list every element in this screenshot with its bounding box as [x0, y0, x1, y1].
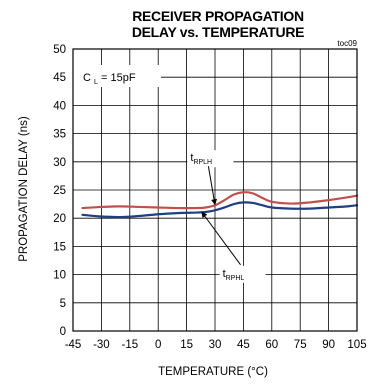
x-tick-label: 60 [265, 339, 278, 351]
condition-label-rest: = 15pF [101, 72, 136, 84]
y-tick-label: 20 [53, 213, 66, 225]
x-tick-label: 45 [237, 339, 250, 351]
tick-labels: -45 -30 -15 0 15 30 45 60 75 90 105 0 5 10 15 20 25 30 35 4… [53, 44, 366, 351]
series-label-bg [219, 265, 266, 283]
chart-subtitle: DELAY vs. TEMPERATURE [132, 24, 304, 40]
y-tick-label: 5 [60, 298, 66, 310]
series-line-trphl [81, 201, 359, 219]
y-axis-title: PROPAGATION DELAY (ns) [18, 116, 30, 262]
x-tick-label: 30 [209, 339, 222, 351]
plot-frame [72, 48, 358, 332]
x-axis-title: TEMPERATURE (°C) [158, 366, 268, 378]
y-tick-label: 35 [53, 129, 66, 141]
x-tick-label: 15 [180, 339, 193, 351]
series-label-sub: RPHL [226, 275, 245, 282]
series-label-trplh: tRPLH [190, 152, 212, 166]
chart-title: RECEIVER PROPAGATION [132, 8, 304, 24]
condition-label-sub: L [94, 79, 98, 86]
series-label-main: t [223, 268, 226, 280]
series-label-bg [187, 150, 234, 168]
x-tick-label: 0 [155, 339, 161, 351]
x-tick-label: 75 [294, 339, 307, 351]
condition-label: C L = 15pF [83, 72, 136, 87]
x-tick-label: -15 [121, 339, 138, 351]
y-tick-label: 45 [53, 72, 66, 84]
series-lines [81, 191, 359, 219]
series-label-sub: RPLH [193, 159, 212, 166]
y-tick-label: 30 [53, 157, 66, 169]
series-label-trphl: tRPHL [223, 268, 245, 282]
figure-code: toc09 [337, 39, 357, 48]
condition-label-box [73, 65, 161, 87]
y-tick-label: 40 [53, 100, 66, 112]
series-line-trplh [81, 191, 359, 210]
x-tick-label: 90 [322, 339, 335, 351]
y-tick-label: 50 [53, 44, 66, 56]
series-label-main: t [190, 152, 193, 164]
y-tick-label: 0 [60, 326, 66, 338]
grid [72, 48, 358, 332]
y-tick-label: 10 [53, 270, 66, 282]
annotation-arrow [207, 166, 218, 206]
x-tick-label: -30 [93, 339, 110, 351]
y-tick-label: 15 [53, 241, 66, 253]
condition-label-main: C [83, 72, 91, 84]
x-tick-label: -45 [65, 339, 82, 351]
x-tick-label: 105 [347, 339, 366, 351]
y-tick-label: 25 [53, 185, 66, 197]
annotation-arrow [201, 211, 241, 266]
